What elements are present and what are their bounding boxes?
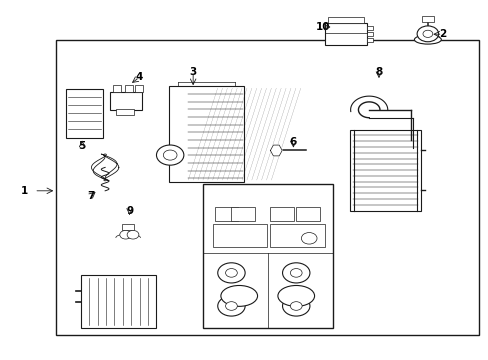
Text: 7: 7 — [86, 191, 94, 201]
Polygon shape — [270, 145, 282, 156]
Bar — [215, 207, 238, 221]
Bar — [327, 17, 364, 23]
Bar — [168, 86, 244, 182]
Bar — [116, 109, 134, 115]
Bar — [124, 85, 132, 92]
Bar — [270, 207, 293, 221]
Circle shape — [225, 269, 237, 277]
Circle shape — [290, 302, 302, 310]
Bar — [203, 184, 332, 328]
Circle shape — [290, 269, 302, 277]
Ellipse shape — [221, 285, 257, 306]
Text: 2: 2 — [438, 29, 445, 39]
Bar — [270, 224, 324, 247]
Bar — [122, 224, 134, 230]
Circle shape — [217, 263, 244, 283]
Bar — [296, 207, 319, 221]
Ellipse shape — [277, 285, 314, 306]
Text: 10: 10 — [315, 22, 329, 32]
Text: 4: 4 — [135, 72, 143, 82]
Text: 6: 6 — [289, 137, 296, 147]
Bar — [135, 85, 143, 92]
Circle shape — [282, 296, 309, 316]
Bar — [81, 275, 156, 328]
Circle shape — [120, 230, 131, 239]
Circle shape — [422, 30, 432, 37]
Circle shape — [163, 150, 177, 160]
Bar — [366, 32, 372, 36]
Text: 9: 9 — [126, 206, 133, 216]
Bar — [421, 16, 433, 22]
Circle shape — [416, 26, 438, 42]
Circle shape — [282, 263, 309, 283]
Bar — [366, 38, 372, 42]
Circle shape — [225, 302, 237, 310]
Circle shape — [217, 296, 244, 316]
Bar — [66, 89, 102, 138]
Bar — [110, 92, 142, 110]
Text: 8: 8 — [375, 67, 382, 77]
Text: 5: 5 — [79, 141, 85, 151]
Circle shape — [156, 145, 183, 165]
Circle shape — [301, 233, 316, 244]
Circle shape — [127, 230, 139, 239]
Bar — [56, 40, 478, 335]
Bar — [349, 130, 420, 211]
Bar — [231, 207, 254, 221]
Bar — [325, 23, 366, 45]
Ellipse shape — [414, 35, 441, 44]
Text: 3: 3 — [189, 67, 196, 77]
Bar — [212, 224, 266, 247]
Bar — [113, 85, 121, 92]
Text: 1: 1 — [21, 186, 28, 196]
Bar — [366, 26, 372, 30]
